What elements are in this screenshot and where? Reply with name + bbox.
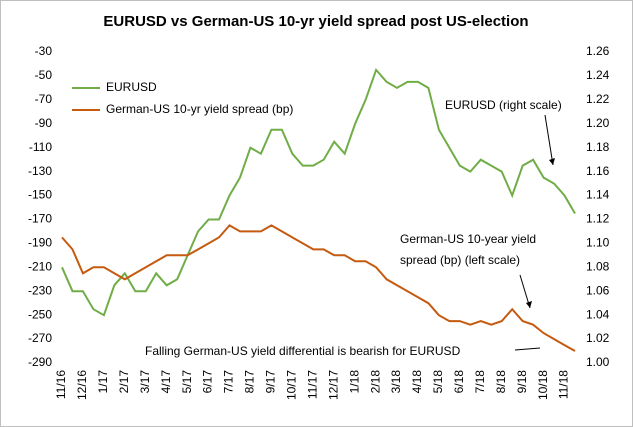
y2-tick-label: 1.18 <box>586 140 610 154</box>
x-tick-label: 8/18 <box>494 370 508 394</box>
y2-tick-label: 1.20 <box>586 116 610 130</box>
x-tick-label: 9/18 <box>515 370 529 394</box>
y2-tick-label: 1.12 <box>586 212 610 226</box>
legend-label: EURUSD <box>106 80 157 94</box>
x-tick-label: 4/17 <box>159 370 173 394</box>
y2-tick-label: 1.24 <box>586 68 610 82</box>
x-tick-label: 1/18 <box>347 370 361 394</box>
annotation: spread (bp) (left scale) <box>400 253 520 267</box>
y-tick-label: -130 <box>28 164 52 178</box>
x-tick-label: 11/16 <box>54 370 68 399</box>
x-tick-label: 10/17 <box>284 370 298 400</box>
x-tick-label: 10/18 <box>536 370 550 400</box>
arrow-head <box>549 158 555 165</box>
y2-tick-label: 1.02 <box>586 331 610 345</box>
y-tick-label: -290 <box>28 355 52 369</box>
annotation: Falling German-US yield differential is … <box>145 344 461 358</box>
x-tick-label: 9/17 <box>264 370 278 394</box>
annotation: German-US 10-year yield <box>400 232 536 246</box>
x-tick-label: 6/17 <box>201 370 215 394</box>
x-tick-label: 3/17 <box>138 370 152 394</box>
arrow <box>544 114 554 166</box>
x-tick-label: 4/18 <box>410 370 424 394</box>
y2-tick-label: 1.08 <box>586 259 610 273</box>
arrow <box>514 347 541 351</box>
y2-tick-label: 1.04 <box>586 307 610 321</box>
x-tick-label: 12/17 <box>326 370 340 400</box>
y-tick-label: -270 <box>28 331 52 345</box>
y-tick-label: -150 <box>28 188 52 202</box>
chart-title: EURUSD vs German-US 10-yr yield spread p… <box>103 13 528 30</box>
x-tick-label: 5/17 <box>180 370 194 394</box>
series-line <box>61 224 576 352</box>
x-tick-label: 7/18 <box>473 370 487 394</box>
y-tick-label: -70 <box>35 92 53 106</box>
y2-tick-label: 1.06 <box>586 283 610 297</box>
x-tick-label: 3/18 <box>389 370 403 394</box>
x-tick-label: 1/17 <box>96 370 110 394</box>
x-tick-label: 5/18 <box>431 370 445 394</box>
y-tick-label: -30 <box>35 44 53 58</box>
x-tick-label: 7/17 <box>222 370 236 394</box>
y2-tick-label: 1.26 <box>586 44 610 58</box>
x-tick-label: 8/17 <box>243 370 257 394</box>
x-tick-label: 6/18 <box>452 370 466 394</box>
y-tick-label: -50 <box>35 68 53 82</box>
annotation: EURUSD (right scale) <box>445 98 562 112</box>
y-tick-label: -230 <box>28 283 52 297</box>
y2-tick-label: 1.10 <box>586 236 610 250</box>
y2-tick-label: 1.16 <box>586 164 610 178</box>
y-tick-label: -210 <box>28 259 52 273</box>
y-tick-label: -190 <box>28 236 52 250</box>
y-tick-label: -250 <box>28 307 52 321</box>
x-tick-label: 2/18 <box>368 370 382 394</box>
x-tick-label: 12/16 <box>75 370 89 400</box>
x-tick-label: 2/17 <box>117 370 131 394</box>
legend-label: German-US 10-yr yield spread (bp) <box>106 102 293 116</box>
x-tick-label: 11/18 <box>557 370 571 399</box>
arrow-head <box>526 301 532 308</box>
y-tick-label: -170 <box>28 212 52 226</box>
y2-tick-label: 1.22 <box>586 92 610 106</box>
series-line <box>61 67 576 317</box>
y2-tick-label: 1.14 <box>586 188 610 202</box>
y-tick-label: -110 <box>29 140 52 154</box>
y-tick-label: -90 <box>35 116 53 130</box>
x-tick-label: 11/17 <box>305 370 319 399</box>
y2-tick-label: 1.00 <box>586 355 610 369</box>
